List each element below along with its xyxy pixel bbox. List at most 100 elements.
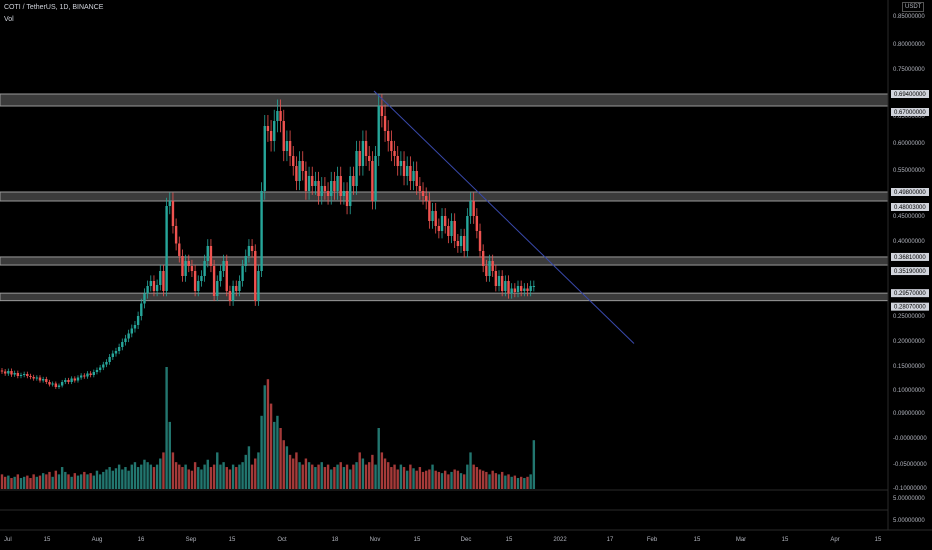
volume-bar <box>475 467 479 489</box>
candle-body <box>361 141 365 166</box>
volume-bar <box>197 467 200 489</box>
volume-bar <box>35 476 39 489</box>
candle-body <box>222 261 225 271</box>
chart-grid <box>0 489 932 531</box>
candle-body <box>431 211 434 221</box>
volume-bar <box>149 464 152 489</box>
volume-bar <box>437 471 441 489</box>
candle-body <box>443 216 447 226</box>
volume-bar <box>114 468 118 489</box>
candle-body <box>402 161 406 176</box>
candle-body <box>396 156 399 166</box>
price-tick-label: 0.45000000 <box>893 214 925 220</box>
volume-bar <box>108 467 111 489</box>
volume-bar <box>187 469 190 489</box>
candle-body <box>311 176 314 186</box>
volume-bar <box>235 467 238 489</box>
volume-bar <box>361 458 365 489</box>
time-axis[interactable]: Jul 15 Aug 16 Sep 15 Oct 18 Nov 15 Dec 15 2022 17 Feb 1… <box>4 537 882 543</box>
volume-bar <box>393 464 396 489</box>
volume-bar <box>317 464 320 489</box>
candle-body <box>282 121 285 151</box>
candle-body <box>133 325 137 329</box>
price-tick-label: 0.60000000 <box>893 141 925 147</box>
price-axis[interactable]: 0.85000000 0.80000000 0.75000000 0.65000000… <box>887 0 927 530</box>
candle-body <box>345 191 349 206</box>
volume-bar <box>48 471 51 489</box>
candle-body <box>250 246 254 251</box>
candle-body <box>70 378 73 382</box>
candle-body <box>206 246 209 261</box>
volume-bar <box>159 458 162 489</box>
price-tick-label: 0.20000000 <box>893 339 925 345</box>
candle-body <box>352 176 355 186</box>
candle-body <box>193 271 197 291</box>
volume-bar <box>171 452 175 489</box>
candle-body <box>162 271 165 291</box>
time-tick-label: 15 <box>694 537 701 543</box>
candle-body <box>437 226 441 231</box>
volume-bar <box>399 464 403 489</box>
volume-bar <box>190 470 194 489</box>
volume-indicator-label[interactable]: Vol <box>4 16 14 23</box>
volume-bar <box>516 478 520 489</box>
volume-bar <box>374 464 377 489</box>
zone-price-label: 0.28070000 <box>894 305 926 311</box>
price-tick-label: 0.09000000 <box>893 411 925 417</box>
candle-body <box>355 151 358 186</box>
volume-bar <box>510 476 513 489</box>
candle-body <box>399 161 403 166</box>
candle-body <box>519 286 523 291</box>
volume-bar <box>377 428 380 489</box>
candle-body <box>159 271 162 285</box>
candle-body <box>83 375 86 377</box>
volume-bar <box>428 469 431 489</box>
volume-bar <box>219 464 222 489</box>
volume-pane-label: 5.00000000 <box>893 496 925 502</box>
volume-bar <box>497 474 501 489</box>
candle-body <box>358 151 361 166</box>
volume-bar <box>339 462 342 489</box>
candle-body <box>478 231 482 251</box>
volume-bar <box>241 462 244 489</box>
zone-price-label: 0.69400000 <box>894 92 926 98</box>
volume-bar <box>326 464 330 489</box>
volume-bar <box>29 478 32 489</box>
candle-body <box>453 221 456 241</box>
volume-bar <box>342 467 346 489</box>
time-tick-label: 16 <box>138 537 145 543</box>
candle-body <box>314 181 317 186</box>
volume-bar <box>13 476 16 489</box>
volume-bar <box>254 458 257 489</box>
symbol-title[interactable]: COTI / TetherUS, 1D, BINANCE <box>4 4 104 11</box>
candle-body <box>244 256 247 266</box>
candle-body <box>440 216 444 231</box>
zone-price-label-bg <box>891 203 929 211</box>
time-tick-label: 15 <box>875 537 882 543</box>
volume-bar <box>124 467 127 489</box>
volume-bar <box>206 459 209 489</box>
zone-price-label: 0.67000000 <box>894 110 926 116</box>
candle-body <box>380 106 384 116</box>
candle-body <box>326 191 330 196</box>
time-tick-label: 18 <box>332 537 339 543</box>
volume-bar <box>136 467 140 489</box>
candle-body <box>108 357 111 362</box>
candle-body <box>434 211 437 226</box>
volume-bar <box>193 462 197 489</box>
volume-bar <box>238 464 241 489</box>
trendline-group[interactable] <box>373 90 635 344</box>
candle-body <box>190 266 194 271</box>
price-tick-label: -0.05000000 <box>893 462 927 468</box>
volume-bar <box>276 415 279 489</box>
volume-bar <box>532 440 536 489</box>
candle-body <box>152 281 156 291</box>
price-tick-label: 0.15000000 <box>893 364 925 370</box>
currency-badge[interactable]: USDT <box>902 2 925 12</box>
volume-bar <box>130 464 133 489</box>
volume-bar <box>32 474 35 489</box>
time-tick-label: 15 <box>782 537 789 543</box>
volume-bar <box>526 476 529 489</box>
candle-body <box>418 186 422 191</box>
